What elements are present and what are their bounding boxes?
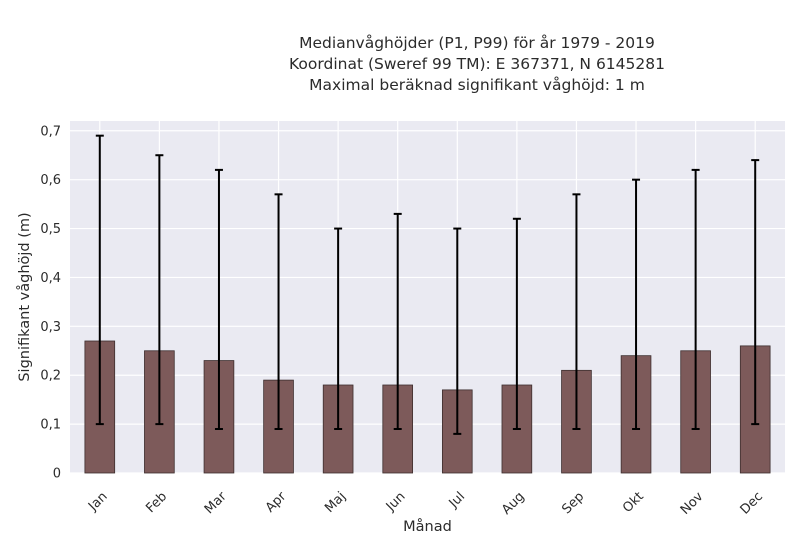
error-bars xyxy=(95,134,760,435)
y-tick-label: 0,7 xyxy=(40,124,61,139)
y-tick-label: 0 xyxy=(53,467,61,482)
plot-area xyxy=(70,121,785,473)
y-axis-ticks: 0 0,1 0,2 0,3 0,4 0,5 0,6 0,7 xyxy=(40,124,61,481)
x-tick-label: Feb xyxy=(143,489,170,516)
y-tick-label: 0,4 xyxy=(40,271,61,286)
y-tick-label: 0,5 xyxy=(40,222,61,237)
x-tick-label: Okt xyxy=(620,489,647,516)
x-tick-label: Mar xyxy=(202,489,230,517)
x-tick-label: Dec xyxy=(738,489,766,517)
x-tick-label: Jun xyxy=(383,489,409,515)
x-tick-label: Aug xyxy=(499,489,528,518)
chart-title-line-3: Maximal beräknad signifikant våghöjd: 1 … xyxy=(309,76,645,94)
x-axis-label: Månad xyxy=(403,518,452,535)
x-axis-ticks: Jan Feb Mar Apr Maj Jun Jul Aug Sep Okt Nov Dec xyxy=(85,489,766,518)
y-tick-label: 0,6 xyxy=(40,173,61,188)
x-tick-label: Apr xyxy=(263,489,290,516)
chart-title-line-1: Medianvåghöjder (P1, P99) för år 1979 - … xyxy=(299,34,655,52)
x-tick-label: Maj xyxy=(322,489,349,516)
x-tick-label: Nov xyxy=(678,489,707,518)
x-tick-label: Sep xyxy=(559,489,587,517)
y-tick-label: 0,1 xyxy=(40,418,61,433)
chart-title-line-2: Koordinat (Sweref 99 TM): E 367371, N 61… xyxy=(289,55,665,73)
y-axis-label: Signifikant våghöjd (m) xyxy=(16,212,33,381)
chart-title: Medianvåghöjder (P1, P99) för år 1979 - … xyxy=(127,33,800,96)
x-tick-label: Jul xyxy=(446,489,468,511)
y-tick-label: 0,3 xyxy=(40,320,61,335)
y-tick-label: 0,2 xyxy=(40,369,61,384)
x-tick-label: Jan xyxy=(85,489,110,514)
